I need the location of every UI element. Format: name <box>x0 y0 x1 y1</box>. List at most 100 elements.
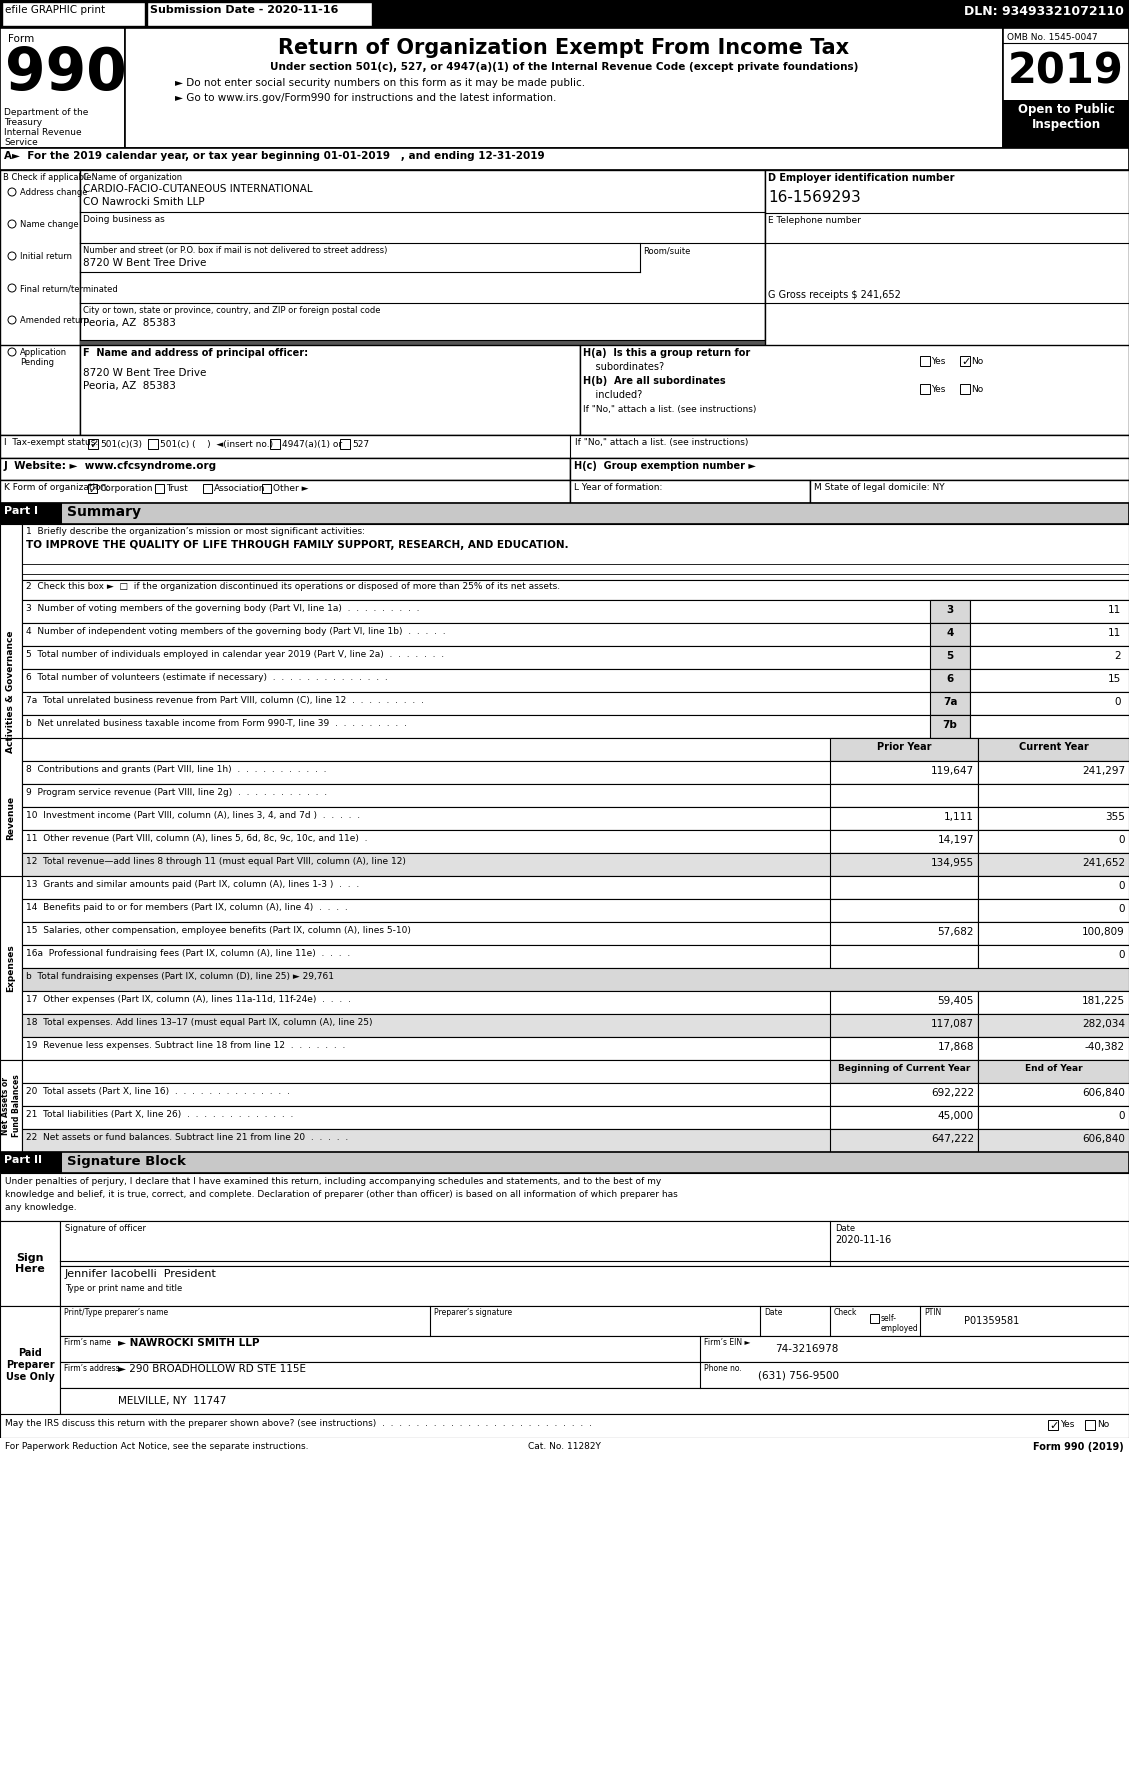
Text: 2: 2 <box>1114 650 1121 661</box>
Text: M State of legal domicile: NY: M State of legal domicile: NY <box>814 484 945 493</box>
Bar <box>21 876 1129 899</box>
Text: knowledge and belief, it is true, correct, and complete. Declaration of preparer: knowledge and belief, it is true, correc… <box>5 1189 677 1198</box>
Text: 4  Number of independent voting members of the governing body (Part VI, line 1b): 4 Number of independent voting members o… <box>26 627 446 636</box>
Text: 0: 0 <box>1119 1110 1124 1121</box>
Bar <box>978 1060 1129 1084</box>
Bar <box>830 829 978 853</box>
Text: Activities & Governance: Activities & Governance <box>7 630 16 752</box>
Bar <box>60 1388 1129 1415</box>
Bar <box>978 990 1129 1014</box>
Text: 241,652: 241,652 <box>1082 858 1124 869</box>
Text: If "No," attach a list. (see instructions): If "No," attach a list. (see instruction… <box>575 439 749 448</box>
Bar <box>830 738 978 761</box>
Bar <box>0 1152 1129 1173</box>
Bar <box>2 2 145 27</box>
Text: H(b)  Are all subordinates: H(b) Are all subordinates <box>583 376 726 387</box>
Text: Yes: Yes <box>1060 1420 1075 1429</box>
Bar <box>80 170 765 374</box>
Text: Beginning of Current Year: Beginning of Current Year <box>838 1064 970 1073</box>
Text: 16-1569293: 16-1569293 <box>768 190 860 204</box>
Bar <box>21 1060 1129 1084</box>
Text: Signature of officer: Signature of officer <box>65 1223 146 1232</box>
Text: 14,197: 14,197 <box>937 835 974 845</box>
Text: 14  Benefits paid to or for members (Part IX, column (A), line 4)  .  .  .  .: 14 Benefits paid to or for members (Part… <box>26 903 348 912</box>
Text: Service: Service <box>5 138 37 147</box>
Bar <box>978 1128 1129 1152</box>
Text: Yes: Yes <box>931 385 945 394</box>
Bar <box>0 1173 1129 1221</box>
Text: 1,111: 1,111 <box>944 811 974 822</box>
Text: Doing business as: Doing business as <box>84 215 165 224</box>
Bar <box>0 1060 21 1152</box>
Bar <box>60 1221 1129 1266</box>
Text: 8  Contributions and grants (Part VIII, line 1h)  .  .  .  .  .  .  .  .  .  .  : 8 Contributions and grants (Part VIII, l… <box>26 765 326 774</box>
Text: 20  Total assets (Part X, line 16)  .  .  .  .  .  .  .  .  .  .  .  .  .  .: 20 Total assets (Part X, line 16) . . . … <box>26 1087 290 1096</box>
Bar <box>765 170 1129 374</box>
Text: 11: 11 <box>1108 629 1121 638</box>
Text: b  Total fundraising expenses (Part IX, column (D), line 25) ► 29,761: b Total fundraising expenses (Part IX, c… <box>26 973 334 981</box>
Text: Expenses: Expenses <box>7 944 16 992</box>
Bar <box>0 1306 60 1424</box>
Bar <box>978 1014 1129 1037</box>
Bar <box>830 1060 978 1084</box>
Text: 17  Other expenses (Part IX, column (A), lines 11a-11d, 11f-24e)  .  .  .  .: 17 Other expenses (Part IX, column (A), … <box>26 996 351 1005</box>
Bar <box>1048 1420 1058 1429</box>
Text: 59,405: 59,405 <box>937 996 974 1007</box>
Text: Part II: Part II <box>5 1155 42 1164</box>
Text: CARDIO-FACIO-CUTANEOUS INTERNATIONAL: CARDIO-FACIO-CUTANEOUS INTERNATIONAL <box>84 184 313 193</box>
Text: Signature Block: Signature Block <box>67 1155 186 1168</box>
Bar <box>0 1415 1129 1438</box>
Text: ✓: ✓ <box>89 441 98 450</box>
Text: 4: 4 <box>946 629 954 638</box>
Bar <box>0 525 21 860</box>
Text: 606,840: 606,840 <box>1082 1134 1124 1144</box>
Text: 12  Total revenue—add lines 8 through 11 (must equal Part VIII, column (A), line: 12 Total revenue—add lines 8 through 11 … <box>26 858 405 867</box>
Bar <box>830 1037 978 1060</box>
Text: Paid
Preparer
Use Only: Paid Preparer Use Only <box>6 1349 54 1381</box>
Text: Firm’s name: Firm’s name <box>64 1338 111 1347</box>
Bar <box>60 1361 1129 1388</box>
Text: 6: 6 <box>946 673 954 684</box>
Bar <box>21 623 1129 647</box>
Text: For Paperwork Reduction Act Notice, see the separate instructions.: For Paperwork Reduction Act Notice, see … <box>5 1442 308 1451</box>
Text: I  Tax-exempt status:: I Tax-exempt status: <box>5 439 98 448</box>
Circle shape <box>8 315 16 324</box>
Text: subordinates?: subordinates? <box>583 362 664 373</box>
Text: ✓: ✓ <box>1049 1420 1058 1431</box>
Bar <box>0 346 80 435</box>
Text: Address change: Address change <box>20 188 88 197</box>
Text: 11  Other revenue (Part VIII, column (A), lines 5, 6d, 8c, 9c, 10c, and 11e)  .: 11 Other revenue (Part VIII, column (A),… <box>26 835 368 844</box>
Bar <box>21 922 1129 946</box>
Text: No: No <box>1097 1420 1110 1429</box>
Text: 606,840: 606,840 <box>1082 1087 1124 1098</box>
Text: Open to Public
Inspection: Open to Public Inspection <box>1017 104 1114 131</box>
Text: 5  Total number of individuals employed in calendar year 2019 (Part V, line 2a) : 5 Total number of individuals employed i… <box>26 650 444 659</box>
Bar <box>930 691 970 715</box>
Text: May the IRS discuss this return with the preparer shown above? (see instructions: May the IRS discuss this return with the… <box>5 1418 592 1427</box>
Text: 0: 0 <box>1114 697 1121 707</box>
Text: J  Website: ►  www.cfcsyndrome.org: J Website: ► www.cfcsyndrome.org <box>5 460 217 471</box>
Text: 19  Revenue less expenses. Subtract line 18 from line 12  .  .  .  .  .  .  .: 19 Revenue less expenses. Subtract line … <box>26 1041 345 1050</box>
Text: If "No," attach a list. (see instructions): If "No," attach a list. (see instruction… <box>583 405 756 414</box>
Text: Room/suite: Room/suite <box>644 245 690 254</box>
Bar <box>960 383 970 394</box>
Text: 7a: 7a <box>943 697 957 707</box>
Bar <box>970 691 1129 715</box>
Text: Phone no.: Phone no. <box>704 1365 742 1374</box>
Text: PTIN: PTIN <box>924 1307 942 1316</box>
Bar <box>978 1084 1129 1107</box>
Text: 13  Grants and similar amounts paid (Part IX, column (A), lines 1-3 )  .  .  .: 13 Grants and similar amounts paid (Part… <box>26 879 359 888</box>
Circle shape <box>8 220 16 227</box>
Text: Other ►: Other ► <box>273 484 308 493</box>
Bar <box>970 715 1129 738</box>
Bar <box>970 623 1129 647</box>
Text: 2019: 2019 <box>1008 50 1123 91</box>
Text: City or town, state or province, country, and ZIP or foreign postal code: City or town, state or province, country… <box>84 306 380 315</box>
Text: Final return/terminated: Final return/terminated <box>20 285 117 294</box>
Text: Date: Date <box>835 1223 855 1232</box>
Text: Current Year: Current Year <box>1018 741 1088 752</box>
Bar <box>970 600 1129 623</box>
Text: 8720 W Bent Tree Drive: 8720 W Bent Tree Drive <box>84 258 207 269</box>
Circle shape <box>8 285 16 292</box>
Bar <box>21 691 1129 715</box>
